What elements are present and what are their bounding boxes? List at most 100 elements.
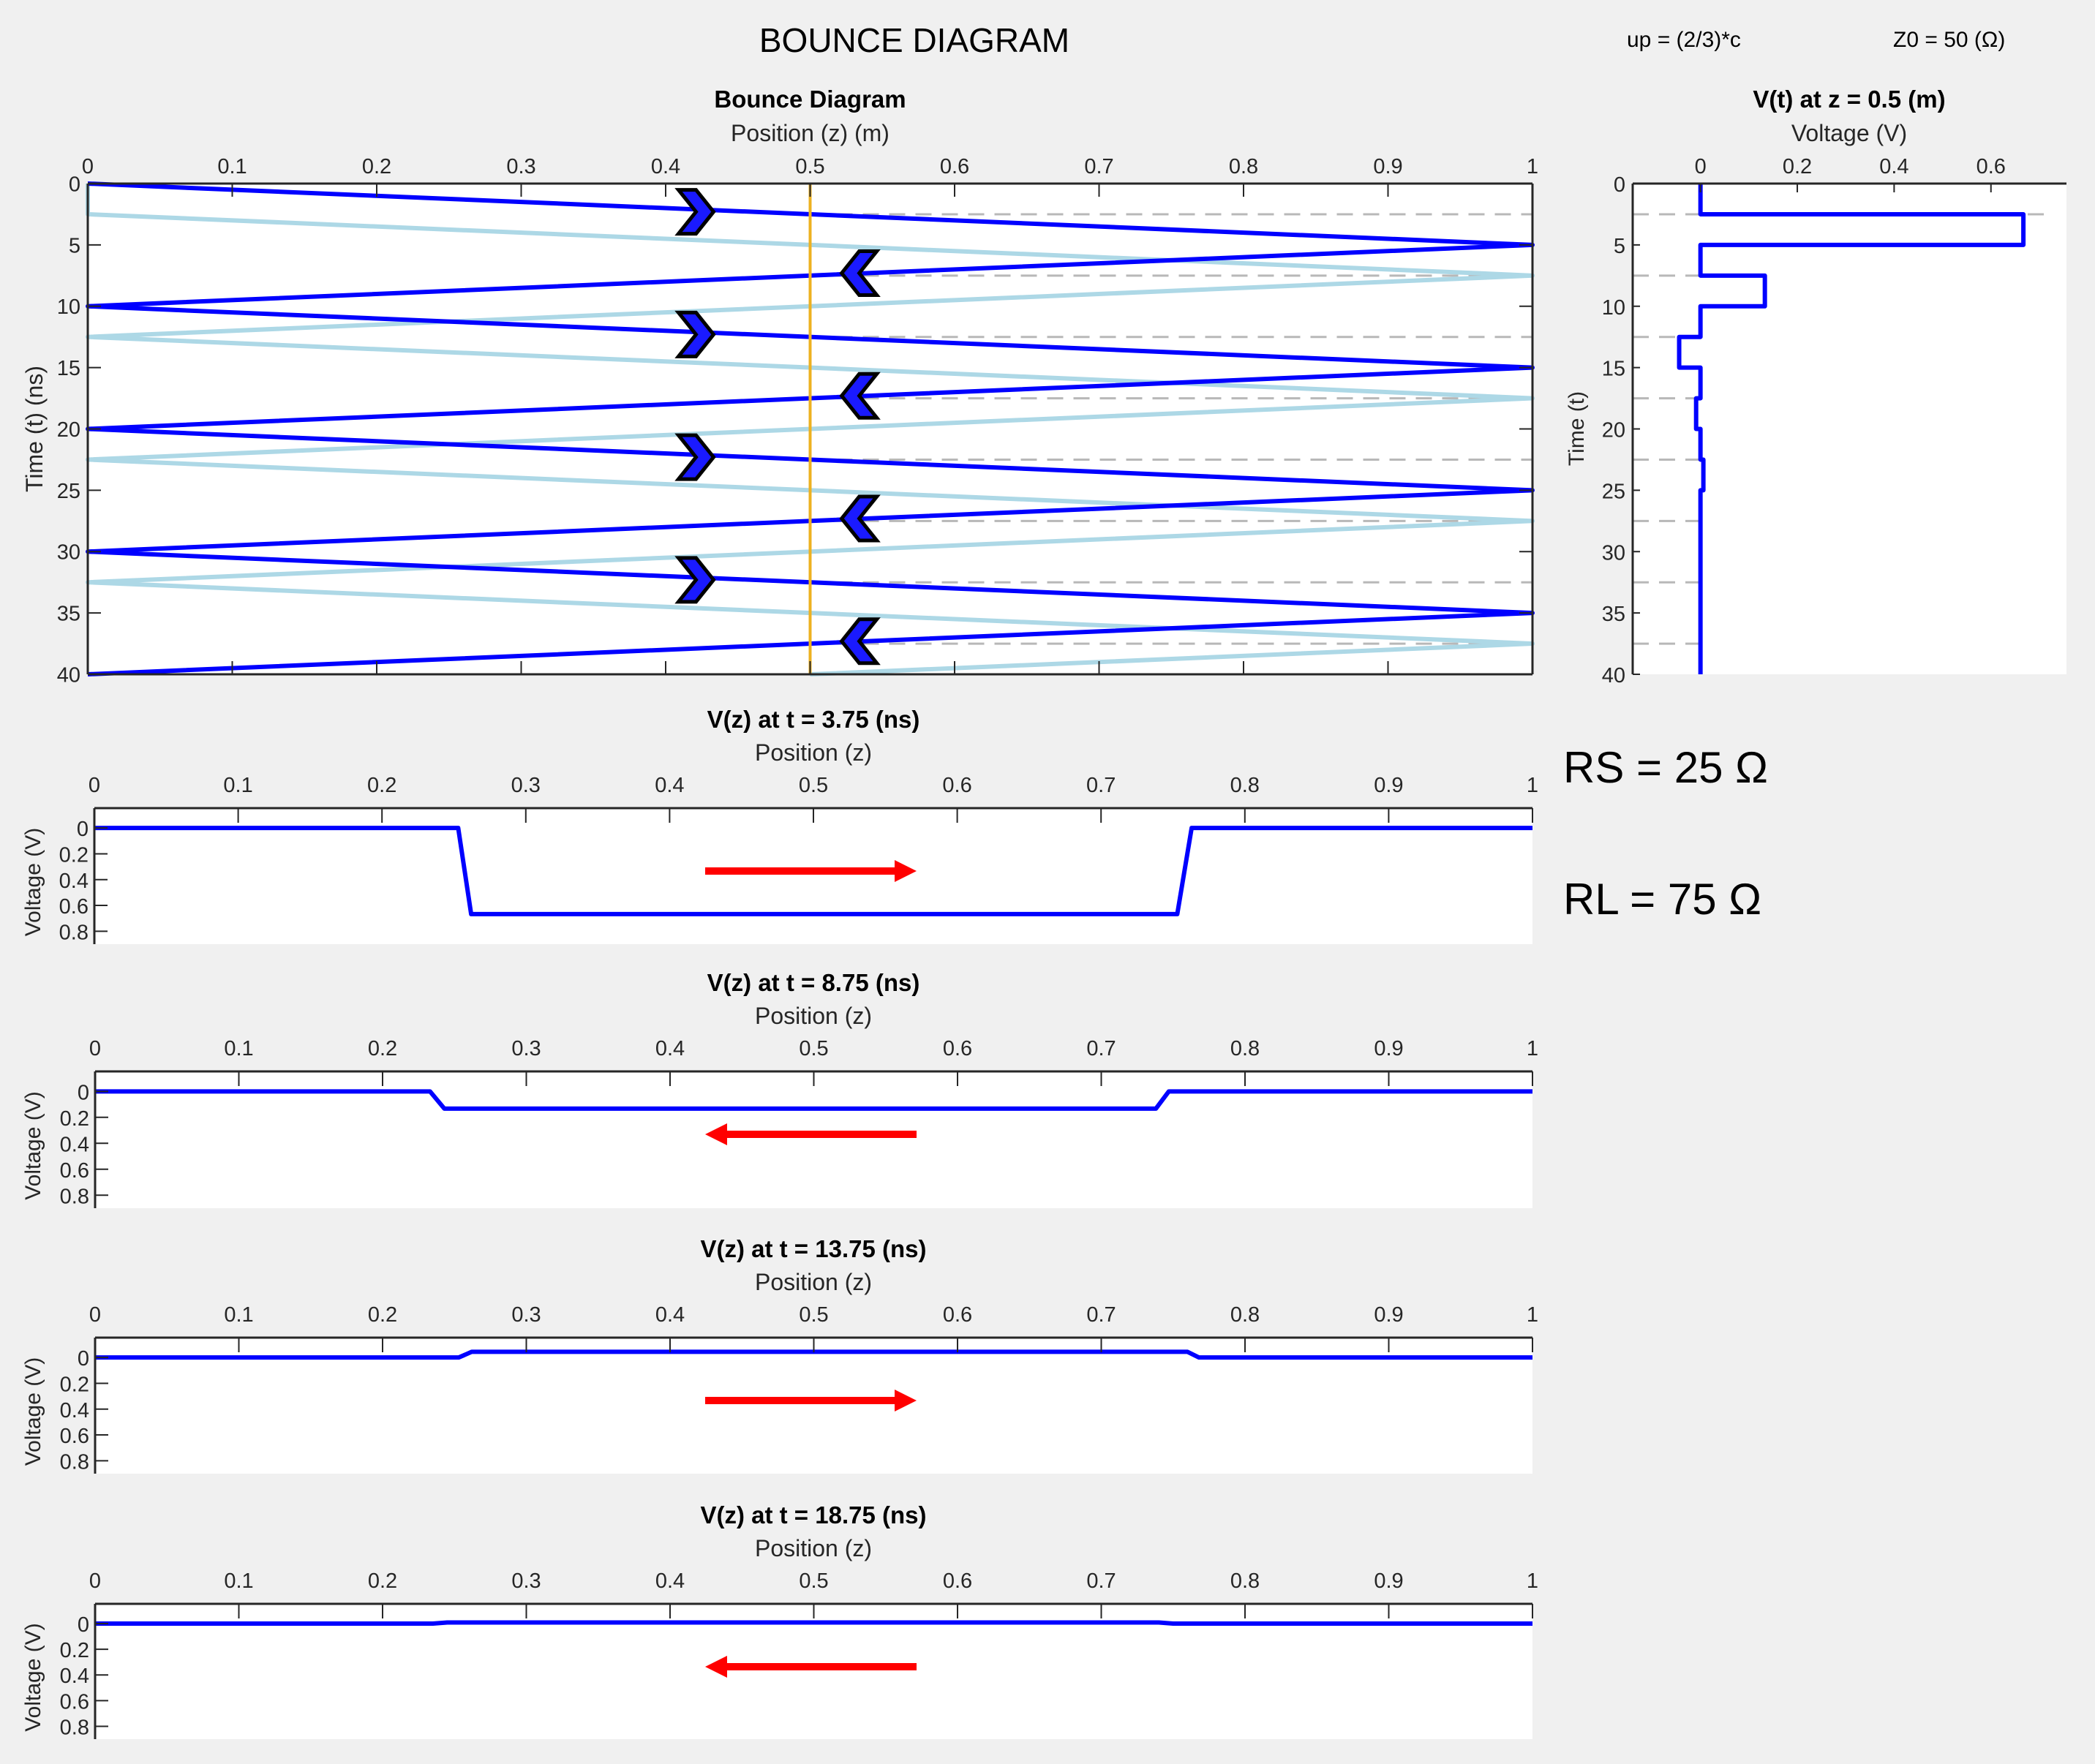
x-axis-label: Position (z) <box>755 739 872 766</box>
x-tick-label: 0.5 <box>799 1037 828 1060</box>
plot-area <box>95 1604 1532 1739</box>
x-tick-label: 0.8 <box>1230 1037 1260 1060</box>
y-tick-label: 0.4 <box>60 1399 89 1422</box>
y-tick-label: 5 <box>69 234 80 257</box>
plot-area <box>94 808 1532 944</box>
y-axis-label: Voltage (V) <box>21 1623 45 1731</box>
y-tick-label: 0.4 <box>59 870 89 893</box>
x-tick-label: 0.5 <box>799 1569 828 1593</box>
y-tick-label: 20 <box>57 418 80 442</box>
bounce-diagram-chart: 0 0.1 0.2 0.3 0.4 0.5 0.6 0.7 0.8 0.9 105101520253… <box>21 86 1538 687</box>
voltage-trace <box>95 1349 1532 1360</box>
x-tick-label: 0.8 <box>1229 155 1258 178</box>
x-tick-label: 0.3 <box>511 1569 541 1593</box>
chart-title: V(z) at t = 8.75 (ns) <box>707 969 920 996</box>
direction-arrow-right-icon <box>705 860 917 882</box>
plot-area <box>95 1071 1532 1208</box>
x-tick-label: 0.4 <box>651 155 680 178</box>
x-tick-label: 0.3 <box>506 155 535 178</box>
x-tick-label: 0 <box>89 1303 101 1327</box>
y-tick-label: 0.8 <box>60 1450 89 1474</box>
x-tick-label: 1 <box>1527 1303 1538 1327</box>
chevron-left-icon <box>839 372 881 420</box>
x-tick-label: 0 <box>89 1569 101 1593</box>
x-tick-label: 0.7 <box>1086 1303 1116 1327</box>
y-tick-label: 0.2 <box>60 1373 89 1396</box>
x-tick-label: 0.7 <box>1084 155 1113 178</box>
load-resistance-label: RL = 75 Ω <box>1563 875 1762 924</box>
x-tick-label: 0.5 <box>799 774 828 797</box>
chart-title: V(z) at t = 13.75 (ns) <box>700 1235 926 1262</box>
y-tick-label: 0.8 <box>60 1716 89 1739</box>
x-tick-label: 0.7 <box>1086 774 1116 797</box>
x-tick-label: 0.2 <box>362 155 391 178</box>
x-tick-label: 0.2 <box>368 1569 397 1593</box>
x-tick-label: 0.7 <box>1086 1569 1116 1593</box>
y-tick-label: 0 <box>69 173 80 196</box>
x-tick-label: 0.3 <box>511 774 541 797</box>
voltage-position-chart-vz1: 0 0.1 0.2 0.3 0.4 0.5 0.6 0.7 0.8 0.9 100.20.40.60… <box>21 706 1538 944</box>
x-tick-label: 0.7 <box>1086 1037 1116 1060</box>
voltage-trace <box>95 1620 1532 1627</box>
y-tick-label: 10 <box>1602 296 1625 320</box>
voltage-trace <box>95 1089 1532 1111</box>
x-tick-label: 1 <box>1527 1569 1538 1593</box>
x-tick-label: 0 <box>89 774 100 797</box>
y-tick-label: 0.2 <box>60 1107 89 1131</box>
y-tick-label: 10 <box>57 295 80 319</box>
x-tick-label: 0.3 <box>511 1037 541 1060</box>
y-tick-label: 5 <box>1614 235 1625 258</box>
x-tick-label: 1 <box>1527 1037 1538 1060</box>
x-axis-label: Position (z) <box>755 1535 872 1561</box>
y-tick-label: 0 <box>78 1081 89 1104</box>
y-tick-label: 0 <box>77 818 89 841</box>
voltage-position-chart-vz4: 0 0.1 0.2 0.3 0.4 0.5 0.6 0.7 0.8 0.9 100.20.40.60… <box>21 1501 1538 1739</box>
y-tick-label: 15 <box>1602 358 1625 381</box>
y-tick-label: 0.8 <box>60 1185 89 1208</box>
x-tick-label: 0.4 <box>655 1303 685 1327</box>
y-tick-label: 0.4 <box>60 1133 89 1156</box>
x-tick-label: 0.4 <box>655 1569 685 1593</box>
y-tick-label: 20 <box>1602 419 1625 442</box>
x-tick-label: 0.6 <box>940 155 969 178</box>
y-tick-label: 25 <box>57 480 80 503</box>
x-tick-label: 0.6 <box>1976 155 2006 178</box>
chart-title: V(z) at t = 3.75 (ns) <box>707 706 920 733</box>
chevron-right-icon <box>674 556 716 604</box>
direction-arrow-left-icon <box>705 1123 917 1145</box>
y-tick-label: 0.6 <box>60 1425 89 1448</box>
y-tick-label: 30 <box>1602 541 1625 565</box>
y-tick-label: 25 <box>1602 480 1625 503</box>
x-tick-label: 0.2 <box>1783 155 1812 178</box>
x-axis-label: Position (z) <box>755 1003 872 1029</box>
y-tick-label: 0.6 <box>60 1159 89 1183</box>
y-tick-label: 40 <box>1602 664 1625 687</box>
x-tick-label: 0.6 <box>942 774 971 797</box>
y-tick-label: 0.2 <box>60 1639 89 1662</box>
voltage-position-chart-vz2: 0 0.1 0.2 0.3 0.4 0.5 0.6 0.7 0.8 0.9 100.20.40.60… <box>21 969 1538 1208</box>
x-tick-label: 0.2 <box>368 1037 397 1060</box>
x-tick-label: 0.1 <box>224 1303 253 1327</box>
plot-area <box>95 1338 1532 1474</box>
chevron-left-icon <box>839 249 881 297</box>
x-tick-label: 0.4 <box>1879 155 1908 178</box>
x-tick-label: 0.4 <box>655 774 684 797</box>
x-tick-label: 0.9 <box>1374 1037 1403 1060</box>
x-axis-label: Position (z) <box>755 1269 872 1295</box>
y-tick-label: 0 <box>78 1613 89 1637</box>
x-tick-label: 0.1 <box>224 1569 253 1593</box>
x-tick-label: 0 <box>89 1037 101 1060</box>
x-tick-label: 0.8 <box>1230 1569 1260 1593</box>
x-tick-label: 0.5 <box>799 1303 828 1327</box>
y-tick-label: 0.8 <box>59 921 89 944</box>
x-tick-label: 0.5 <box>795 155 824 178</box>
chevron-left-icon <box>839 617 881 666</box>
x-tick-label: 0.8 <box>1230 774 1260 797</box>
y-tick-label: 30 <box>57 541 80 565</box>
y-axis-label: Time (t) (ns) <box>21 366 48 492</box>
x-tick-label: 0.9 <box>1374 1303 1403 1327</box>
x-tick-label: 0.1 <box>223 774 252 797</box>
voltage-position-chart-vz3: 0 0.1 0.2 0.3 0.4 0.5 0.6 0.7 0.8 0.9 100.20.40.60… <box>21 1235 1538 1474</box>
y-tick-label: 35 <box>1602 603 1625 626</box>
x-axis-label: Voltage (V) <box>1791 120 1907 146</box>
